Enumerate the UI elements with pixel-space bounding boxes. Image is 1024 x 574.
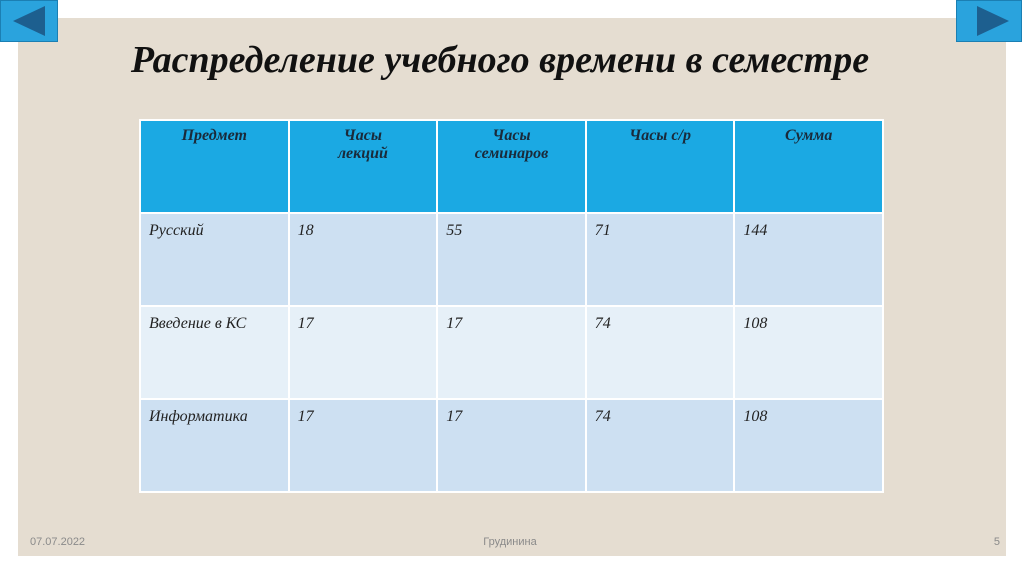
next-button[interactable] (956, 0, 1022, 42)
table-row: Информатика 17 17 74 108 (139, 398, 884, 493)
table-cell: 17 (287, 305, 439, 400)
table-cell: 108 (733, 398, 884, 493)
table-cell: 55 (436, 212, 587, 307)
header-cell: Часы семинаров (436, 119, 587, 214)
table-cell: 71 (584, 212, 736, 307)
table-cell: 18 (287, 212, 439, 307)
table-cell: Введение в КС (139, 305, 290, 400)
table-cell: Информатика (139, 398, 290, 493)
footer-author: Грудинина (483, 536, 537, 548)
header-cell: Предмет (139, 119, 290, 214)
table-cell: 74 (584, 305, 736, 400)
table-cell: 144 (733, 212, 884, 307)
table-cell: 108 (733, 305, 884, 400)
slide-title: Распределение учебного времени в семестр… (130, 39, 870, 81)
footer-date: 07.07.2022 (30, 536, 86, 548)
header-cell: Часы с/р (584, 119, 736, 214)
table-cell: Русский (139, 212, 290, 307)
table-cell: 74 (584, 398, 736, 493)
table-cell: 17 (436, 305, 587, 400)
data-table: Предмет Часы лекций Часы семинаров Часы с/р… (139, 119, 884, 493)
table-row: Введение в КС 17 17 74 108 (139, 305, 884, 400)
header-cell: Часы лекций (287, 119, 439, 214)
footer-page: 5 (993, 536, 1000, 548)
header-cell: Сумма (733, 119, 884, 214)
table-cell: 17 (436, 398, 587, 493)
prev-button[interactable] (0, 0, 58, 42)
table-row: Русский 18 55 71 144 (139, 212, 884, 307)
table-cell: 17 (287, 398, 439, 493)
next-icon (977, 6, 1009, 36)
prev-icon (13, 6, 45, 36)
